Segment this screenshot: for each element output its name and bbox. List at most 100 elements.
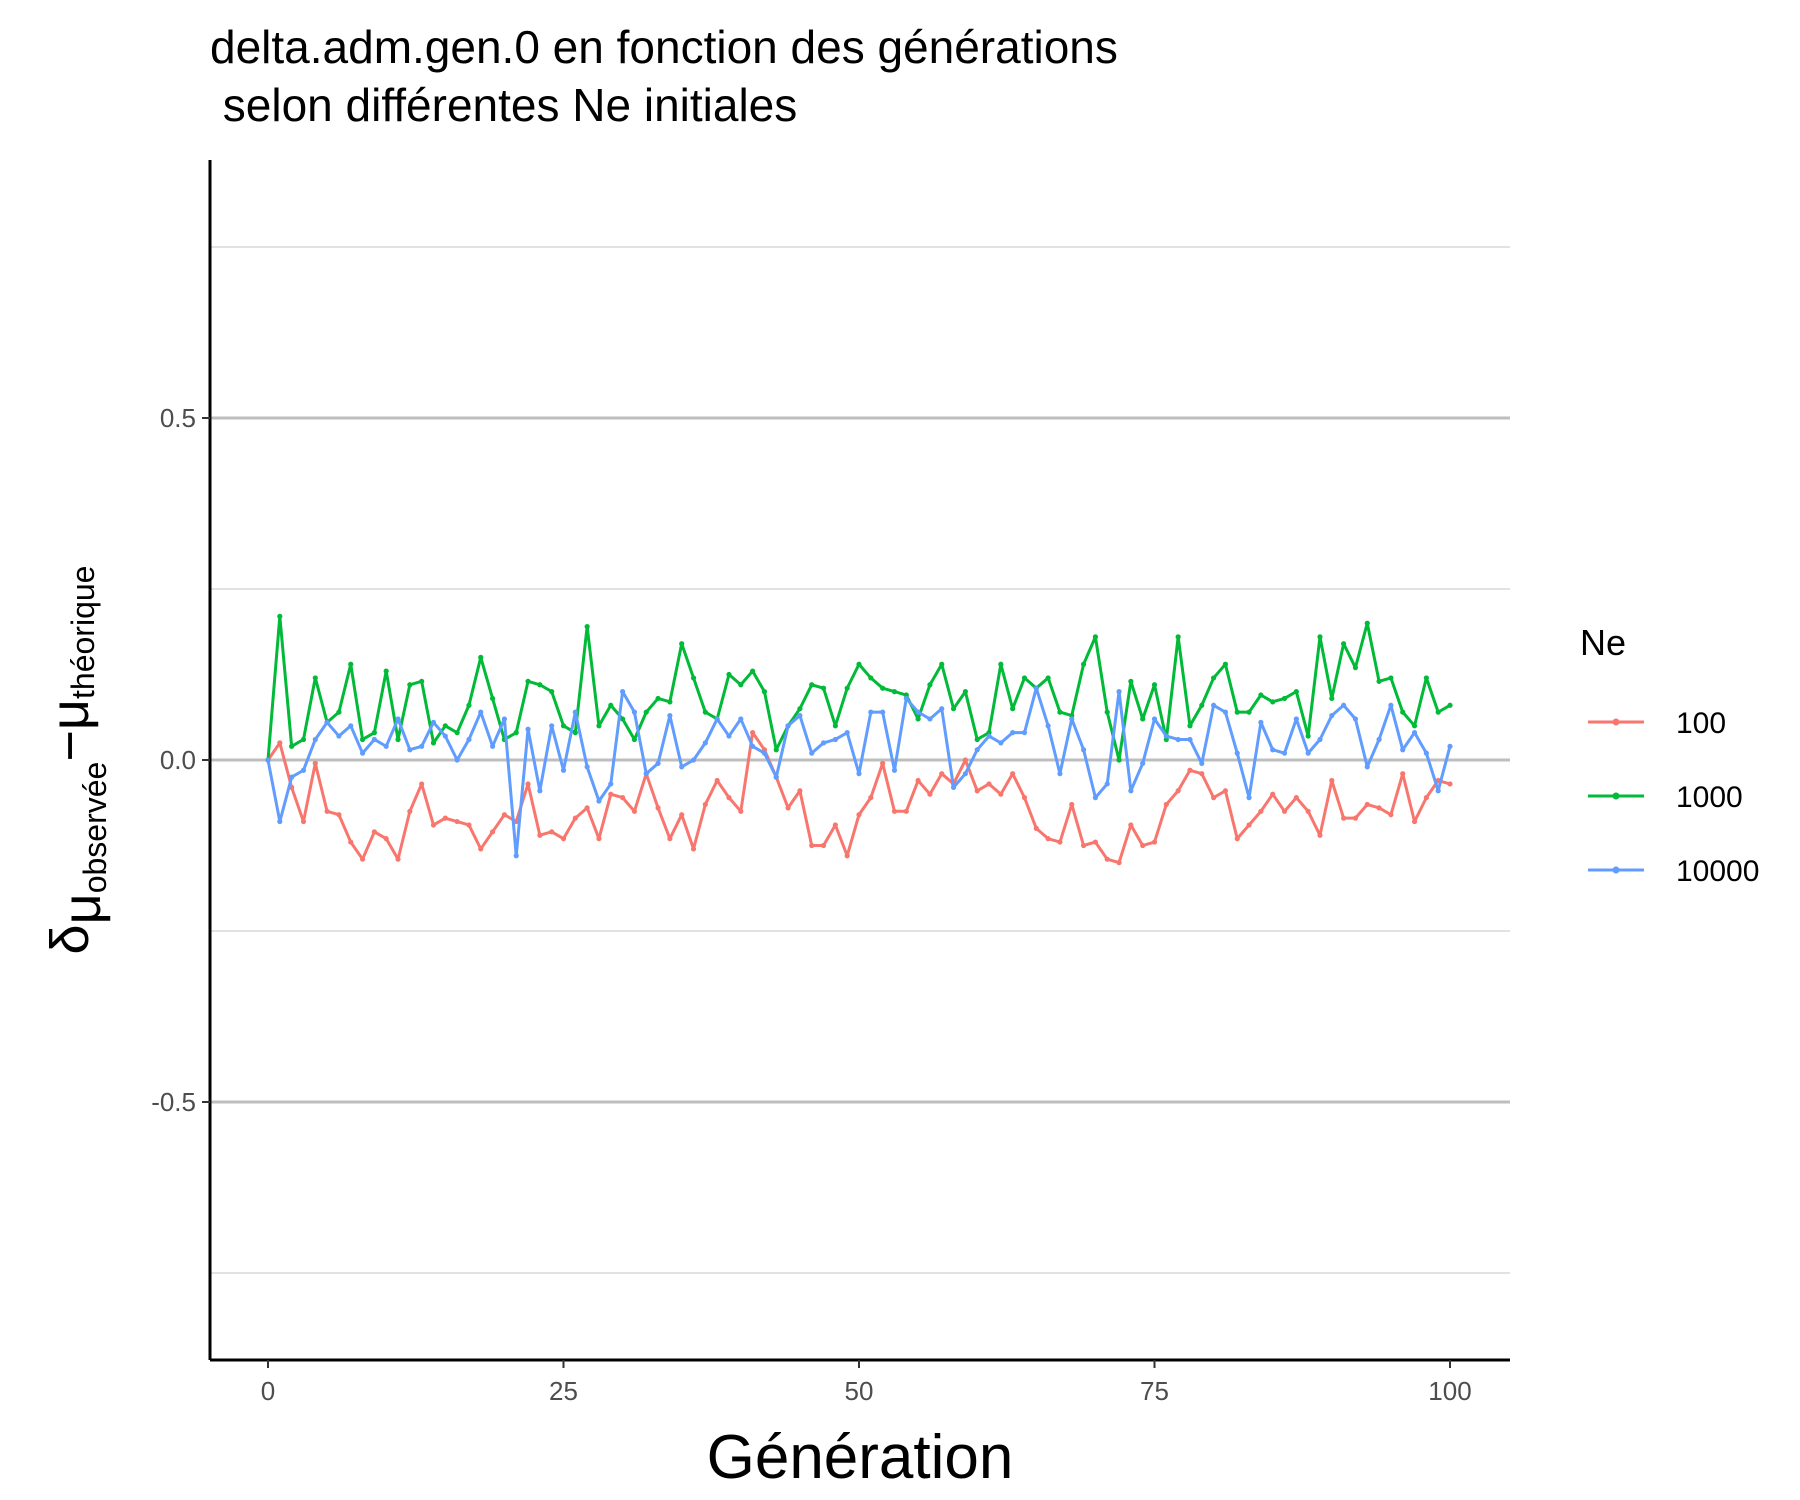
data-point [1222, 788, 1229, 794]
data-point [300, 767, 307, 773]
data-point [525, 781, 531, 787]
data-point [359, 750, 366, 756]
data-point [974, 747, 980, 753]
data-point [1234, 750, 1240, 756]
data-point [466, 736, 472, 743]
data-point [679, 641, 685, 647]
chart-title: delta.adm.gen.0 en fonction des générati… [210, 21, 1118, 73]
data-point [1187, 767, 1193, 773]
data-point [1033, 685, 1039, 691]
data-point [726, 733, 732, 739]
legend-item-100: 100 [1588, 707, 1726, 740]
series-10000 [265, 685, 1453, 859]
legend-label: 100 [1676, 707, 1726, 740]
data-point [1128, 678, 1134, 684]
data-point [1411, 818, 1418, 825]
data-point [1305, 750, 1311, 756]
data-point [868, 675, 874, 681]
series-lines [265, 613, 1453, 866]
data-point [939, 771, 945, 777]
data-point [891, 689, 898, 695]
data-point [454, 730, 460, 736]
data-point [1045, 723, 1051, 729]
data-point [832, 822, 838, 828]
svg-text:δμobservée−μthéorique: δμobservée−μthéorique [40, 566, 113, 955]
data-point [1175, 634, 1181, 640]
data-point [927, 716, 933, 722]
data-point [513, 853, 519, 859]
y-tick-label: -0.5 [151, 1087, 196, 1117]
data-point [608, 781, 614, 787]
data-point [1080, 842, 1087, 849]
data-point [844, 730, 850, 736]
data-point [620, 716, 626, 722]
legend-item-10000: 10000 [1588, 855, 1759, 888]
data-point [1364, 801, 1370, 808]
data-point [1080, 661, 1087, 667]
data-point [998, 791, 1004, 797]
data-point [868, 709, 874, 715]
data-point [1187, 736, 1193, 743]
data-point [1069, 801, 1075, 808]
data-point [549, 689, 555, 695]
data-point [832, 736, 838, 743]
data-point [643, 771, 649, 777]
data-point [537, 788, 543, 794]
data-point [560, 836, 567, 842]
data-point [312, 736, 318, 743]
series-1000 [265, 613, 1453, 763]
data-point [1021, 675, 1028, 681]
data-point [631, 736, 638, 743]
data-point [903, 695, 909, 702]
data-point [1364, 620, 1370, 626]
data-point [1388, 675, 1394, 681]
data-point [1246, 822, 1252, 828]
data-point [596, 836, 602, 842]
data-point [844, 685, 850, 691]
y-label-theorique: théorique [65, 566, 101, 699]
data-point [738, 808, 744, 814]
data-point [1092, 839, 1098, 845]
data-point [1423, 675, 1429, 681]
data-point [277, 740, 283, 746]
data-point [1021, 730, 1028, 736]
data-point [584, 805, 590, 811]
legend-title: Ne [1580, 622, 1626, 663]
data-point [809, 682, 815, 688]
data-point [1128, 822, 1134, 828]
data-point [1270, 791, 1276, 797]
data-point [690, 846, 697, 852]
data-point [761, 689, 768, 695]
data-point [880, 760, 886, 767]
data-point [1364, 764, 1370, 770]
data-point [915, 777, 921, 784]
data-point [1151, 682, 1158, 688]
data-point [631, 709, 638, 715]
data-point [903, 808, 909, 814]
y-label-mu1: μ [52, 893, 112, 924]
data-point [300, 818, 307, 825]
x-tick-label: 50 [845, 1376, 874, 1406]
data-point [478, 846, 484, 852]
data-point [1057, 839, 1063, 845]
data-point [1199, 702, 1205, 708]
legend-swatch-point [1612, 866, 1620, 874]
data-point [950, 706, 957, 712]
data-point [1447, 781, 1453, 787]
data-point [572, 709, 578, 715]
data-point [395, 736, 401, 743]
y-axis-label: δμobservée−μthéorique [40, 566, 113, 955]
data-point [738, 682, 744, 688]
data-point [620, 689, 626, 695]
data-point [962, 771, 968, 777]
data-point [702, 801, 708, 808]
data-point [1246, 795, 1252, 801]
data-point [820, 740, 827, 746]
data-point [655, 805, 661, 811]
data-point [797, 788, 803, 794]
data-point [466, 822, 472, 828]
legend-item-1000: 1000 [1588, 781, 1743, 814]
data-point [584, 624, 590, 630]
y-label-minus: − [40, 730, 100, 762]
data-point [1400, 771, 1406, 777]
